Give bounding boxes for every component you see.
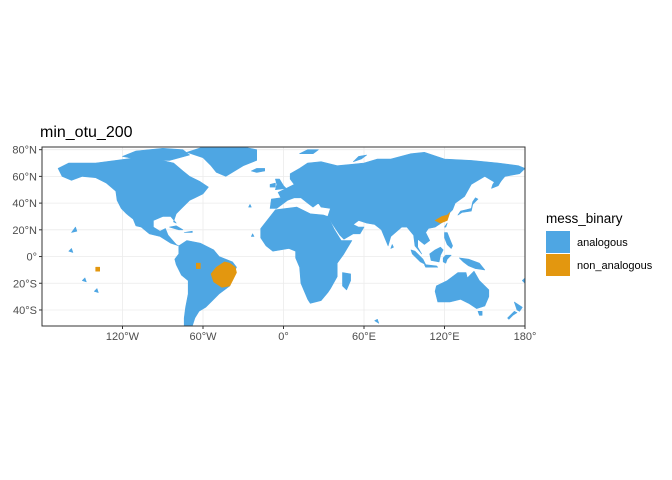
new-guinea-region xyxy=(458,257,486,271)
legend-label-non-analogous: non_analogous xyxy=(577,260,653,272)
y-tick-label: 80°N xyxy=(12,145,37,157)
legend: mess_binary analogous non_analogous xyxy=(546,211,653,276)
british-isles-region xyxy=(275,178,287,190)
new-zealand-north-region xyxy=(513,301,523,312)
pacific-island-nonanalog-region xyxy=(95,266,100,272)
greenland-region xyxy=(186,147,258,177)
eurasia-region xyxy=(269,152,525,255)
pacific-island-3-region xyxy=(94,288,99,293)
borneo-region xyxy=(429,246,444,263)
y-tick-label: 0° xyxy=(26,252,37,264)
sri-lanka-region xyxy=(390,244,394,249)
hawaii-island-region xyxy=(71,226,78,233)
cuba-region xyxy=(169,225,184,231)
y-tick-label: 20°N xyxy=(12,225,37,237)
x-tick-label: 120°E xyxy=(429,331,459,343)
hispaniola-region xyxy=(183,230,193,233)
atlantic-island-region xyxy=(248,204,252,208)
kerguelen-region xyxy=(374,318,380,324)
ireland-region xyxy=(269,182,276,188)
x-axis: 120°W 60°W 0° 60°E 120°E 180° xyxy=(106,326,536,343)
tasmania-region xyxy=(477,310,483,316)
south-atlantic-island-region xyxy=(233,327,237,330)
pacific-island-2-region xyxy=(82,277,87,283)
pacific-island-4-region xyxy=(521,277,525,284)
legend-key-analogous xyxy=(546,231,570,253)
japan-region xyxy=(457,197,479,216)
cape-verde-region xyxy=(251,233,255,237)
north-america-region xyxy=(57,157,209,247)
x-tick-label: 60°W xyxy=(189,331,217,343)
y-tick-label: 20°S xyxy=(13,278,37,290)
new-zealand-south-region xyxy=(507,310,518,320)
legend-key-non-analogous xyxy=(546,254,570,276)
eastern-brazil-region xyxy=(210,261,237,288)
legend-title: mess_binary xyxy=(546,211,623,226)
madagascar-region xyxy=(342,272,351,291)
pacific-island-1-region xyxy=(68,248,74,253)
x-tick-label: 180° xyxy=(514,331,537,343)
arctic-islands-region xyxy=(122,148,190,161)
novaya-zemlya-region xyxy=(352,154,368,162)
y-tick-label: 40°S xyxy=(13,305,37,317)
map-title: min_otu_200 xyxy=(40,124,133,141)
x-tick-label: 0° xyxy=(278,331,289,343)
y-tick-label: 40°N xyxy=(12,198,37,210)
africa-region xyxy=(260,206,353,304)
svalbard-region xyxy=(299,149,319,154)
map-regions xyxy=(57,147,525,330)
australia-region xyxy=(434,270,490,309)
iceland-region xyxy=(251,168,266,173)
taiwan-region xyxy=(444,222,448,228)
south-america-region xyxy=(174,240,237,326)
x-tick-label: 120°W xyxy=(106,331,140,343)
east-china-region xyxy=(434,212,451,224)
x-tick-label: 60°E xyxy=(352,331,376,343)
amazon-patch-region xyxy=(196,262,201,269)
y-tick-label: 60°N xyxy=(12,171,37,183)
y-axis: 80°N 60°N 40°N 20°N 0° 20°S 40°S xyxy=(12,145,42,317)
legend-label-analogous: analogous xyxy=(577,237,628,249)
philippines-region xyxy=(444,232,453,249)
sakhalin-kamchatka-region xyxy=(491,178,503,189)
sulawesi-region xyxy=(442,254,452,264)
java-region xyxy=(424,264,439,268)
